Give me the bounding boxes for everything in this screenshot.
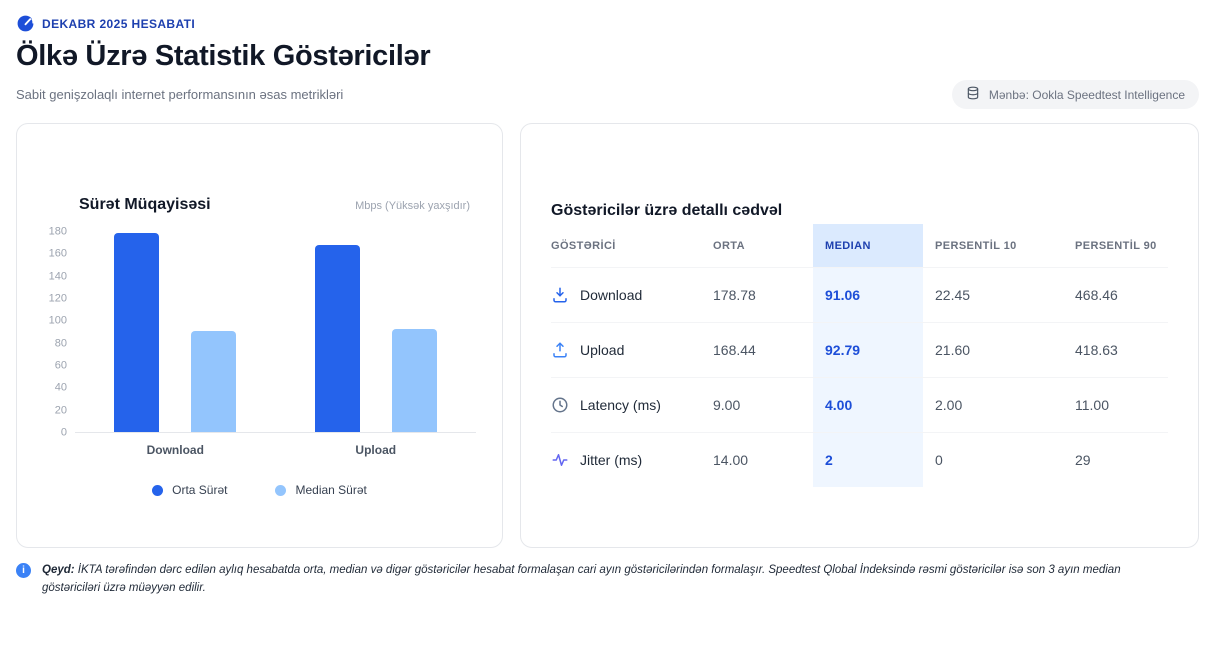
p10-cell: 22.45	[923, 267, 1063, 323]
x-axis-label-upload: Upload	[355, 443, 397, 457]
metric-label: Jitter (ms)	[580, 452, 643, 468]
footnote: i Qeyd: İKTA tərəfindən dərc edilən aylı…	[16, 562, 1199, 598]
activity-icon	[551, 451, 569, 469]
source-badge: Mənbə: Ookla Speedtest Intelligence	[951, 80, 1199, 109]
metric-cell: Download	[551, 267, 701, 323]
p90-cell: 11.00	[1063, 377, 1168, 433]
clock-icon	[551, 396, 569, 414]
column-header-1: ORTA	[713, 240, 745, 252]
table-row-download: Download 178.78 91.06 22.45 468.46	[551, 267, 1168, 323]
footnote-body: İKTA tərəfindən dərc edilən aylıq hesaba…	[42, 564, 1121, 594]
report-header: DEKABR 2025 HESABATI Ölkə Üzrə Statistik…	[16, 14, 1199, 109]
x-axis-labels: Download Upload	[75, 443, 476, 457]
p10-cell: 21.60	[923, 322, 1063, 378]
footnote-text: Qeyd: İKTA tərəfindən dərc edilən aylıq …	[42, 562, 1143, 598]
p10-cell: 0	[923, 432, 1063, 487]
y-tick-label: 80	[54, 337, 67, 350]
p90-cell: 418.63	[1063, 322, 1168, 378]
table-header-row: GÖSTƏRİCİ ORTA MEDIAN PERSENTİL 10 PERSENTİL…	[551, 224, 1168, 268]
table-body: Download 178.78 91.06 22.45 468.46 Upload 168.…	[551, 267, 1168, 487]
download-icon	[551, 286, 569, 304]
y-tick-label: 120	[48, 292, 67, 305]
source-badge-label: Mənbə: Ookla Speedtest Intelligence	[988, 87, 1185, 102]
chart-title: Sürət Müqayisəsi	[79, 196, 211, 213]
y-axis: 0 20 40 60 80 100 120 140 160 180	[43, 226, 75, 438]
page-title: Ölkə Üzrə Statistik Göstəricilər	[16, 40, 431, 72]
metric-label: Latency (ms)	[580, 397, 661, 413]
y-tick-label: 160	[48, 247, 67, 260]
p10-cell: 2.00	[923, 377, 1063, 433]
column-header-0: GÖSTƏRİCİ	[551, 240, 616, 252]
column-header-2: MEDIAN	[813, 224, 923, 268]
table-row-latency-ms: Latency (ms) 9.00 4.00 2.00 11.00	[551, 377, 1168, 433]
brand-row: DEKABR 2025 HESABATI	[16, 14, 1199, 33]
p90-cell: 29	[1063, 432, 1168, 487]
bar-upload-median-s-r-t	[391, 328, 437, 432]
chart-area: 0 20 40 60 80 100 120 140 160 180 Download Upload	[43, 226, 476, 457]
y-tick-label: 20	[54, 404, 67, 417]
orta-cell: 178.78	[701, 267, 813, 323]
median-cell: 91.06	[813, 267, 923, 323]
upload-icon	[551, 341, 569, 359]
median-cell: 4.00	[813, 377, 923, 433]
database-icon	[966, 86, 980, 103]
bar-download-orta-s-r-t	[114, 233, 160, 432]
bar-group-download	[75, 232, 276, 432]
legend-label: Median Sürət	[295, 483, 367, 497]
median-cell: 92.79	[813, 322, 923, 378]
y-tick-label: 180	[48, 225, 67, 238]
median-cell: 2	[813, 432, 923, 487]
orta-cell: 14.00	[701, 432, 813, 487]
chart-header: Sürət Müqayisəsi Mbps (Yüksək yaxşıdır)	[43, 196, 476, 214]
y-tick-label: 0	[60, 426, 67, 439]
subtitle-row: Sabit genişzolaqlı internet performansın…	[16, 80, 1199, 109]
orta-cell: 9.00	[701, 377, 813, 433]
metric-label: Upload	[580, 342, 625, 358]
y-tick-label: 40	[54, 381, 67, 394]
table-row-jitter-ms: Jitter (ms) 14.00 2 0 29	[551, 432, 1168, 487]
legend-dot-icon	[275, 484, 287, 496]
page-subtitle: Sabit genişzolaqlı internet performansın…	[16, 87, 344, 102]
metrics-table-card: Göstəricilər üzrə detallı cədvəl GÖSTƏRİ…	[520, 123, 1199, 548]
column-header-3: PERSENTİL 10	[935, 240, 1017, 252]
speedtest-logo-icon	[16, 14, 35, 33]
x-axis-label-download: Download	[146, 443, 204, 457]
chart-unit-note: Mbps (Yüksək yaxşıdır)	[355, 200, 470, 212]
legend-label: Orta Sürət	[172, 483, 228, 497]
bar-upload-orta-s-r-t	[314, 244, 360, 432]
table-title: Göstəricilər üzrə detallı cədvəl	[551, 202, 783, 219]
report-period-label: DEKABR 2025 HESABATI	[42, 16, 196, 31]
bar-plot	[75, 232, 476, 433]
y-tick-label: 60	[54, 359, 67, 372]
metric-label: Download	[580, 287, 643, 303]
y-tick-label: 140	[48, 270, 67, 283]
legend-dot-icon	[152, 484, 164, 496]
metrics-table: GÖSTƏRİCİ ORTA MEDIAN PERSENTİL 10 PERSENTİL…	[551, 224, 1168, 487]
cards-row: Sürət Müqayisəsi Mbps (Yüksək yaxşıdır) …	[16, 123, 1199, 548]
chart-legend: Orta Sürət Median Sürət	[43, 483, 476, 497]
p90-cell: 468.46	[1063, 267, 1168, 323]
y-tick-label: 100	[48, 314, 67, 327]
bar-group-upload	[276, 232, 477, 432]
metric-cell: Latency (ms)	[551, 377, 701, 433]
orta-cell: 168.44	[701, 322, 813, 378]
plot-wrap: Download Upload	[75, 232, 476, 457]
column-header-4: PERSENTİL 90	[1075, 240, 1157, 252]
speed-comparison-card: Sürət Müqayisəsi Mbps (Yüksək yaxşıdır) …	[16, 123, 503, 548]
legend-item-orta-s-r-t[interactable]: Orta Sürət	[152, 483, 227, 497]
metric-cell: Upload	[551, 322, 701, 378]
legend-item-median-s-r-t[interactable]: Median Sürət	[275, 483, 367, 497]
metric-cell: Jitter (ms)	[551, 432, 701, 487]
table-row-upload: Upload 168.44 92.79 21.60 418.63	[551, 322, 1168, 378]
bar-download-median-s-r-t	[191, 330, 237, 432]
footnote-label: Qeyd:	[42, 564, 75, 576]
info-icon: i	[16, 563, 31, 578]
